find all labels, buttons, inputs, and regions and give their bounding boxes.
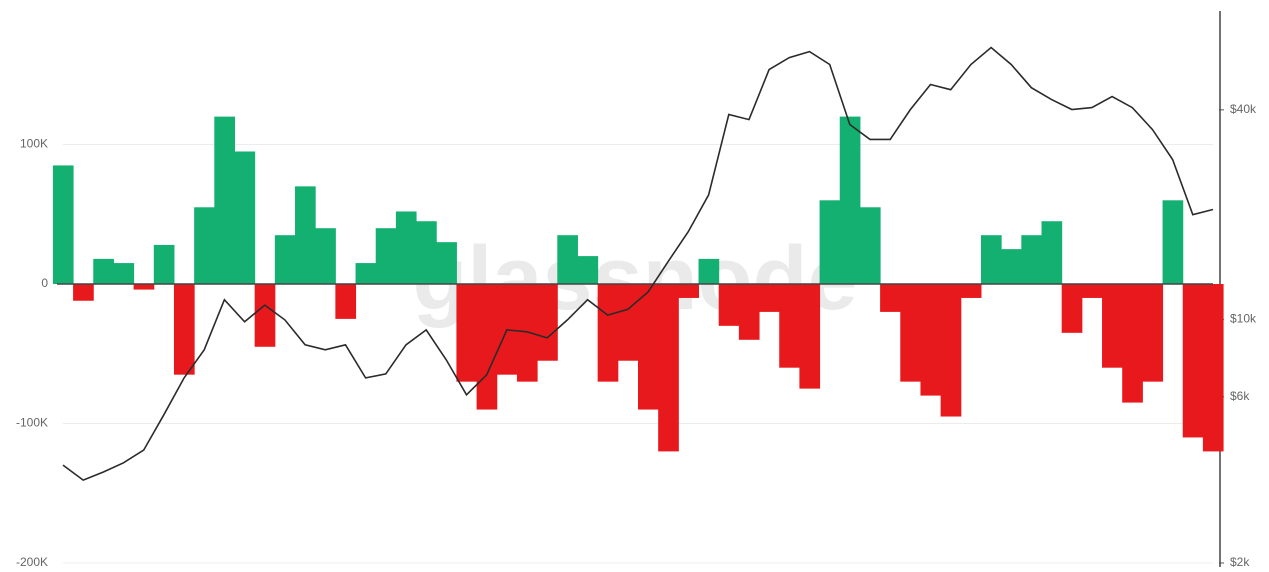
bar	[73, 284, 94, 301]
bar	[718, 284, 740, 326]
bar	[597, 284, 619, 382]
bar	[738, 284, 760, 340]
bar	[516, 284, 538, 382]
bar	[617, 284, 639, 361]
bar	[759, 284, 780, 312]
bar	[416, 221, 437, 284]
y-tick-label: -100K	[16, 416, 48, 430]
y2-tick-label: $2k	[1230, 555, 1250, 567]
bar	[395, 211, 417, 284]
y-tick-label: 100K	[20, 137, 48, 151]
bar	[295, 186, 316, 284]
bar	[436, 242, 457, 284]
bar	[1142, 284, 1164, 382]
bar	[638, 284, 659, 410]
bar	[214, 116, 235, 284]
bar	[658, 284, 679, 452]
y2-tick-label: $10k	[1230, 312, 1257, 326]
bar	[1182, 284, 1204, 438]
bar	[698, 258, 720, 284]
bar	[980, 235, 1002, 284]
bar	[355, 263, 377, 284]
bar	[940, 284, 962, 417]
y-tick-label: -200K	[16, 555, 48, 567]
bar	[52, 165, 74, 284]
bar	[315, 228, 336, 284]
bar	[194, 207, 215, 284]
bar	[880, 284, 901, 312]
bar	[859, 207, 881, 284]
bar	[839, 116, 861, 284]
bar	[1102, 284, 1123, 368]
bar	[1061, 284, 1083, 333]
bar	[1122, 284, 1143, 403]
bar	[1021, 235, 1043, 284]
bar	[779, 284, 800, 368]
y2-tick-label: $40k	[1230, 102, 1257, 116]
bar	[1001, 249, 1022, 284]
bar	[1081, 284, 1103, 298]
bar	[678, 284, 700, 298]
bar	[335, 284, 357, 319]
bar	[476, 284, 498, 410]
bar	[900, 284, 921, 382]
bar	[537, 284, 558, 361]
bar	[274, 235, 296, 284]
bar	[234, 151, 256, 284]
bar	[960, 284, 982, 298]
price-line	[62, 46, 1214, 482]
bar	[1202, 284, 1224, 452]
bar	[920, 284, 942, 396]
bar	[799, 284, 821, 389]
bar	[577, 256, 599, 284]
bar	[456, 284, 478, 382]
bar	[557, 235, 578, 284]
bar	[93, 258, 114, 284]
y-tick-label: 0	[41, 276, 48, 290]
y2-tick-label: $6k	[1230, 389, 1250, 403]
bar	[113, 263, 135, 284]
bar	[153, 244, 175, 284]
bar	[133, 284, 155, 290]
bar	[173, 284, 195, 375]
bar	[1162, 200, 1184, 284]
bar	[375, 228, 397, 284]
bar	[254, 284, 276, 347]
bar	[819, 200, 841, 284]
bar	[1041, 221, 1063, 284]
